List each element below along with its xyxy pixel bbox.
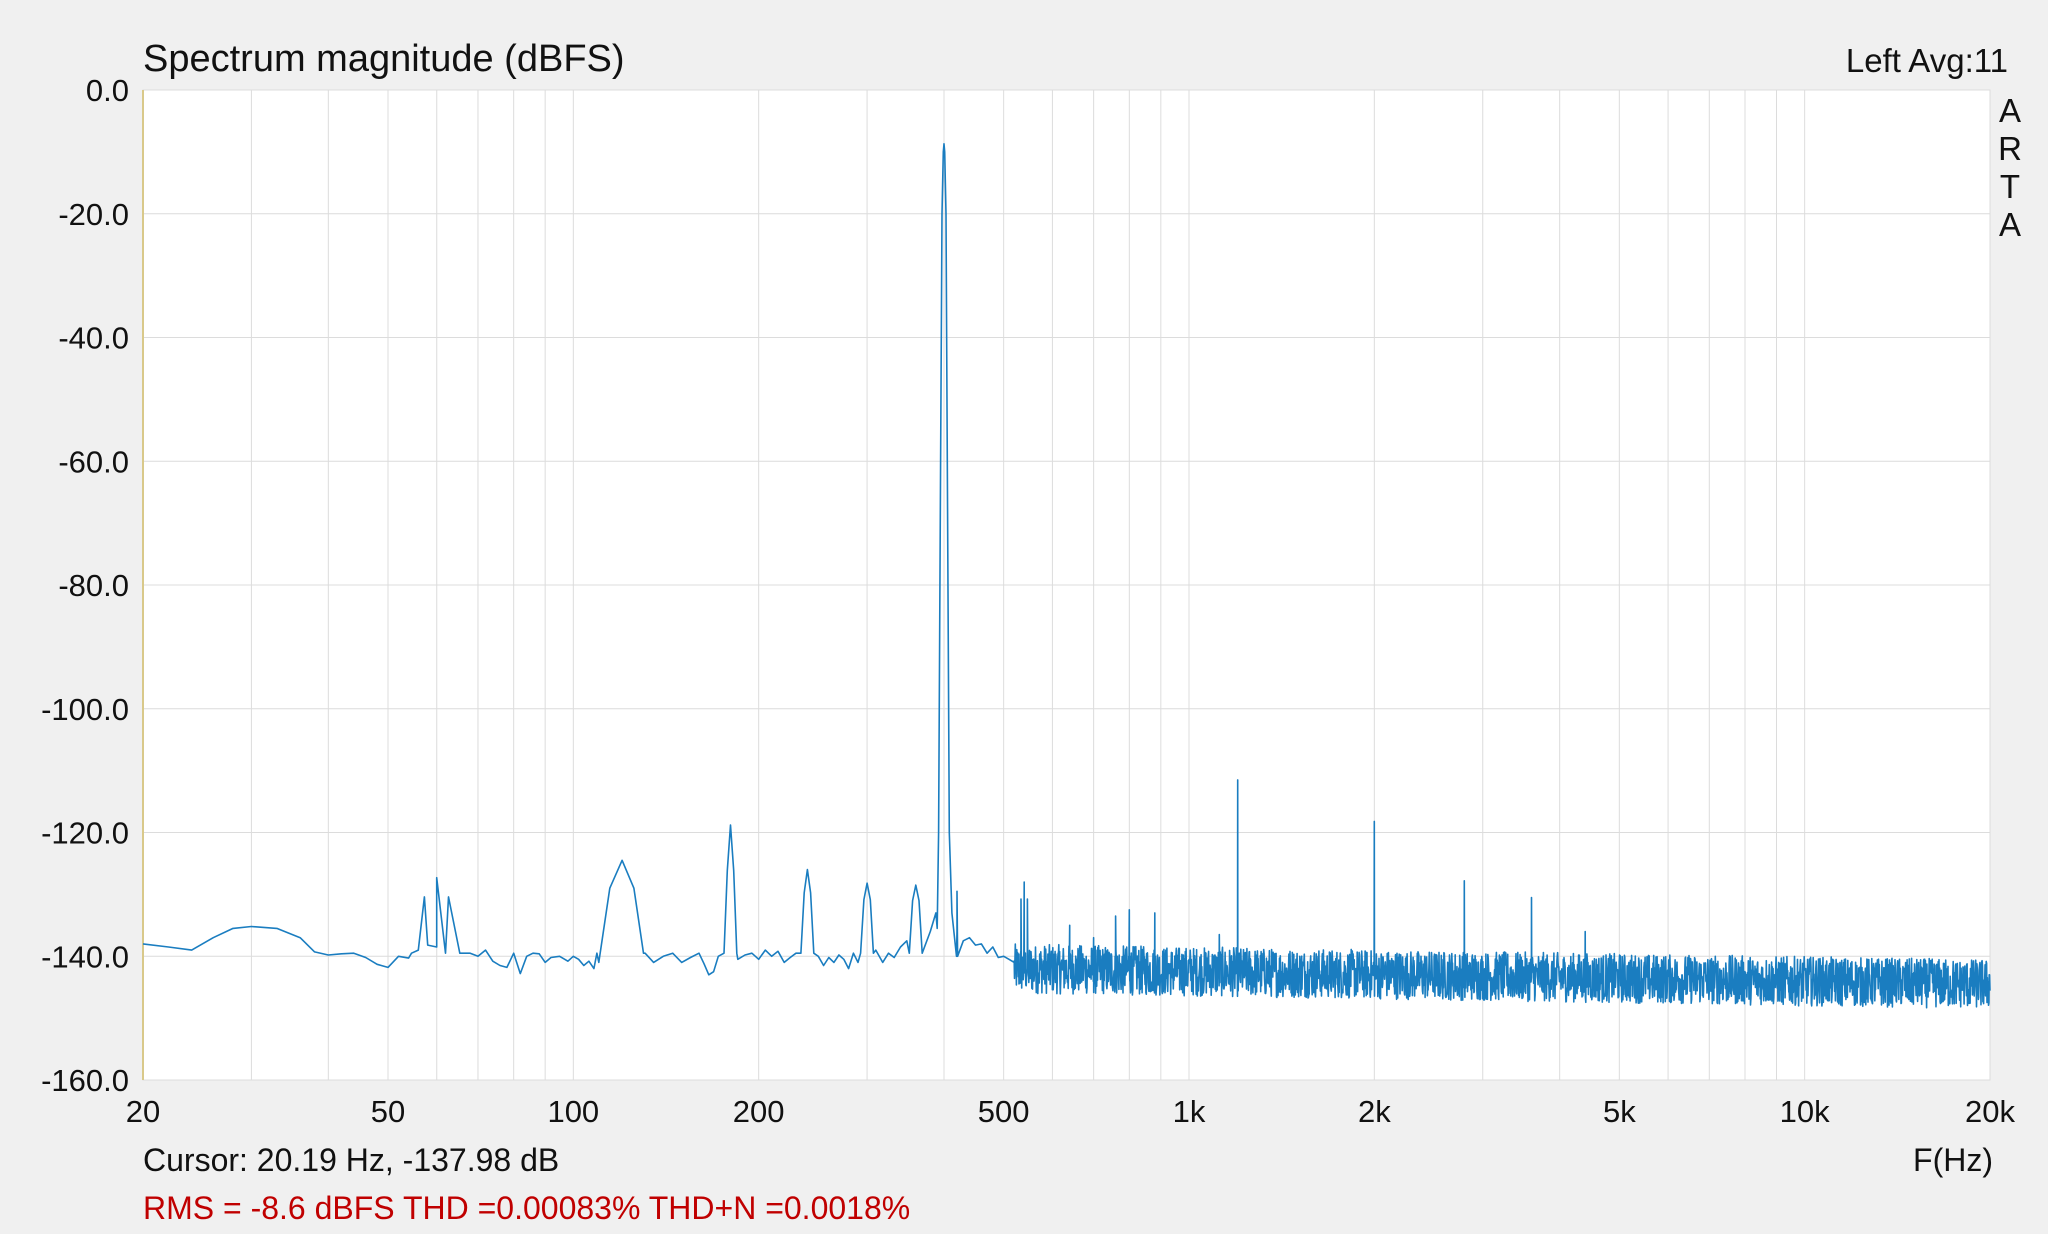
x-tick-label: 200	[733, 1094, 785, 1129]
brand-label: A R T A	[1995, 92, 2025, 244]
chart-title: Spectrum magnitude (dBFS)	[143, 38, 625, 80]
brand-letter: R	[1998, 130, 2022, 167]
x-axis-ticks: 20 50 100 200 500 1k 2k 5k 10k 20k	[126, 1094, 2016, 1129]
y-tick-label: -160.0	[41, 1063, 129, 1098]
brand-letter: A	[1998, 206, 2021, 243]
y-tick-label: -120.0	[41, 816, 129, 851]
x-axis-unit: F(Hz)	[1913, 1142, 1993, 1178]
y-tick-label: -40.0	[58, 321, 129, 356]
y-tick-label: -20.0	[58, 197, 129, 232]
y-tick-label: -80.0	[58, 568, 129, 603]
cursor-readout: Cursor: 20.19 Hz, -137.98 dB	[143, 1142, 560, 1178]
y-tick-label: -60.0	[58, 444, 129, 479]
y-tick-label: 0.0	[86, 73, 129, 108]
x-tick-label: 100	[547, 1094, 599, 1129]
x-tick-label: 500	[978, 1094, 1030, 1129]
x-tick-label: 20	[126, 1094, 160, 1129]
x-tick-label: 20k	[1965, 1094, 2015, 1129]
y-tick-label: -140.0	[41, 939, 129, 974]
x-tick-label: 2k	[1358, 1094, 1391, 1129]
y-tick-label: -100.0	[41, 692, 129, 727]
y-axis-ticks: 0.0 -20.0 -40.0 -60.0 -80.0 -100.0 -120.0 -140.…	[41, 73, 129, 1098]
spectrum-trace	[142, 143, 1991, 1009]
brand-letter: T	[1999, 168, 2021, 205]
major-grid-lines	[142, 89, 1991, 1081]
x-tick-label: 10k	[1780, 1094, 1830, 1129]
x-tick-label: 5k	[1603, 1094, 1636, 1129]
brand-letter: A	[1998, 92, 2021, 129]
x-tick-label: 50	[371, 1094, 405, 1129]
channel-info: Left Avg:11	[1845, 42, 2008, 79]
x-tick-label: 1k	[1173, 1094, 1206, 1129]
measurement-stats: RMS = -8.6 dBFS THD =0.00083% THD+N =0.0…	[143, 1190, 911, 1226]
